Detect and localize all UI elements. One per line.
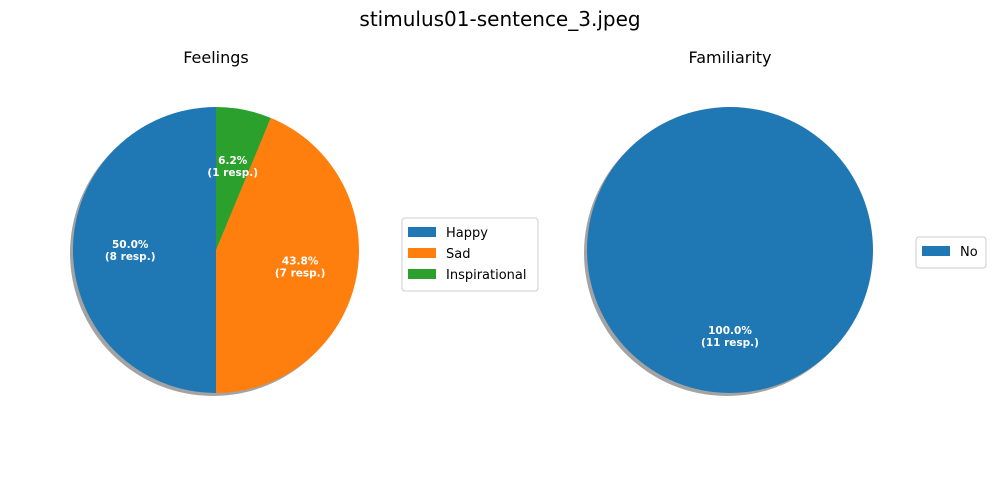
feelings-legend-swatch-happy xyxy=(408,227,436,237)
familiarity-legend: No xyxy=(915,236,987,269)
figure-title: stimulus01-sentence_3.jpeg xyxy=(359,7,640,31)
feelings-slice-sad xyxy=(216,117,359,393)
familiarity-chart: Familiarity 100.0%(11 resp.) No xyxy=(584,48,987,396)
familiarity-legend-frame xyxy=(915,236,987,269)
feelings-slice-label-percent: 50.0% xyxy=(112,239,149,251)
familiarity-pie: 100.0%(11 resp.) xyxy=(584,107,873,396)
familiarity-legend-swatch-no xyxy=(922,246,950,256)
feelings-legend-swatch-sad xyxy=(408,248,436,258)
feelings-legend-label-inspirational: Inspirational xyxy=(446,268,527,283)
feelings-slice-label-percent: 43.8% xyxy=(282,256,319,268)
familiarity-chart-title: Familiarity xyxy=(688,48,771,67)
feelings-legend-label-sad: Sad xyxy=(446,247,470,262)
feelings-legend-label-happy: Happy xyxy=(446,226,488,241)
familiarity-slice-label-percent: 100.0% xyxy=(708,325,752,337)
feelings-legend-swatch-inspirational xyxy=(408,269,436,279)
feelings-pie: 50.0%(8 resp.) 43.8%(7 resp.) 6.2%(1 resp.… xyxy=(70,107,359,396)
feelings-slice-label-count: (8 resp.) xyxy=(105,251,156,263)
feelings-chart: Feelings 50.0%(8 resp.) 43.8%(7 resp.) 6.2… xyxy=(70,48,539,396)
familiarity-legend-label-no: No xyxy=(960,245,978,260)
feelings-slice-happy xyxy=(73,107,216,393)
familiarity-slice-no xyxy=(587,107,873,393)
feelings-slice-label-count: (1 resp.) xyxy=(207,167,258,179)
feelings-chart-title: Feelings xyxy=(183,48,249,67)
feelings-legend: Happy Sad Inspirational xyxy=(401,217,539,292)
familiarity-slice-label-count: (11 resp.) xyxy=(701,337,759,349)
feelings-slice-label-percent: 6.2% xyxy=(218,155,248,167)
feelings-slice-label-count: (7 resp.) xyxy=(275,268,326,280)
feelings-slice-inspirational xyxy=(216,107,271,250)
